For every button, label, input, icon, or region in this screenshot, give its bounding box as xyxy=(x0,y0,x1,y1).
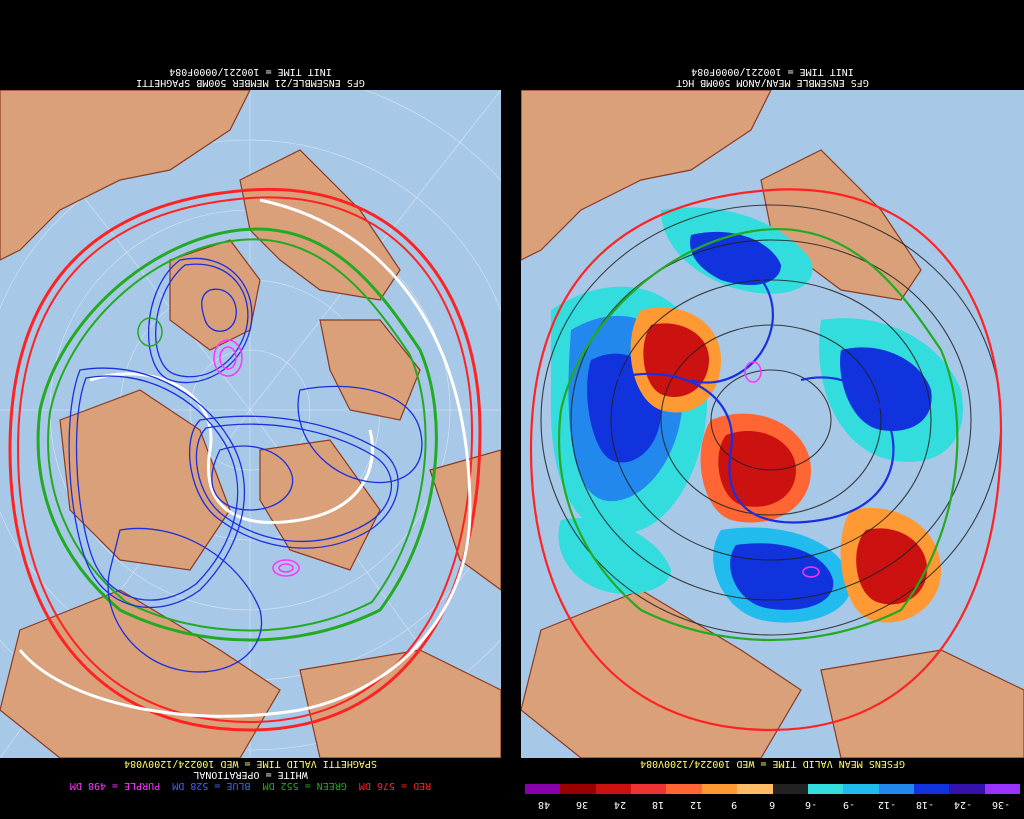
ensemble-valid-time: GFSENS MEAN VALID TIME = WED 100224/1200… xyxy=(640,758,905,769)
colorbar-tick-label: 6 xyxy=(769,799,776,810)
colorbar-labels: 48 36 24 18 12 9 6 -6 -9 -12 -18 -24 -36 xyxy=(525,796,1020,810)
panel-divider xyxy=(501,0,521,819)
colorbar-tick-label: 48 xyxy=(538,799,551,810)
legend-red: RED = 576 DM xyxy=(358,780,432,791)
colorbar-tick-label: -24 xyxy=(953,799,972,810)
spaghetti-header: INIT TIME = 100221/0000F084 GFS ENSEMBLE… xyxy=(0,66,501,90)
ensemble-header-line2: INIT TIME = 100221/0000F084 xyxy=(691,66,854,77)
legend-purple: PURPLE = 498 DM xyxy=(69,780,161,791)
colorbar-swatch xyxy=(772,784,808,794)
legend-blue: BLUE = 528 DM xyxy=(172,780,251,791)
colorbar-swatch xyxy=(913,784,950,794)
colorbar-swatch xyxy=(878,784,914,794)
colorbar-tick-label: -12 xyxy=(877,799,896,810)
colorbar-swatch xyxy=(595,784,632,794)
colorbar-swatch xyxy=(631,784,667,794)
ensemble-anomaly-map xyxy=(521,90,1024,758)
anomaly-colorbar xyxy=(525,784,1021,794)
colorbar-tick-label: -9 xyxy=(842,799,855,810)
colorbar-tick-label: -18 xyxy=(915,799,934,810)
colorbar-swatch xyxy=(666,784,702,794)
spaghetti-footer: SPAGHETTI VALID TIME = WED 100224/1200V0… xyxy=(0,758,501,798)
ensemble-mean-panel: INIT TIME = 100221/0000F084 GFS ENSEMBLE… xyxy=(521,0,1024,819)
colorbar-swatch xyxy=(737,784,773,794)
legend-green: GREEN = 552 DM xyxy=(262,780,347,791)
colorbar-swatch xyxy=(949,784,985,794)
operational-legend: WHITE = OPERATIONAL xyxy=(193,769,308,780)
colorbar-swatch xyxy=(984,784,1021,794)
colorbar-swatch xyxy=(807,784,844,794)
colorbar-swatch xyxy=(701,784,738,794)
spaghetti-map xyxy=(0,90,501,758)
colorbar-tick-label: 9 xyxy=(731,799,738,810)
colorbar-tick-label: -6 xyxy=(804,799,817,810)
colorbar-swatch xyxy=(843,784,879,794)
ensemble-header: INIT TIME = 100221/0000F084 GFS ENSEMBLE… xyxy=(521,66,1024,90)
colorbar-swatch xyxy=(560,784,596,794)
spaghetti-header-line2: INIT TIME = 100221/0000F084 xyxy=(169,66,332,77)
colorbar-tick-label: 18 xyxy=(652,799,665,810)
colorbar-swatch xyxy=(525,784,561,794)
colorbar-tick-label: 36 xyxy=(576,799,589,810)
contour-legend: RED = 576 DM GREEN = 552 DM BLUE = 528 D… xyxy=(0,780,501,791)
colorbar-tick-label: 24 xyxy=(614,799,627,810)
colorbar-tick-label: 12 xyxy=(690,799,703,810)
spaghetti-panel: INIT TIME = 100221/0000F084 GFS ENSEMBLE… xyxy=(0,0,501,819)
spaghetti-header-line1: GFS ENSEMBLE/21 MEMBER 500MB SPAGHETTI xyxy=(136,77,365,88)
ensemble-header-line1: GFS ENSEMBLE MEAN/ANOM 500MB HGT xyxy=(676,77,869,88)
spaghetti-valid-time: SPAGHETTI VALID TIME = WED 100224/1200V0… xyxy=(124,758,377,769)
colorbar-tick-label: -36 xyxy=(991,799,1011,810)
